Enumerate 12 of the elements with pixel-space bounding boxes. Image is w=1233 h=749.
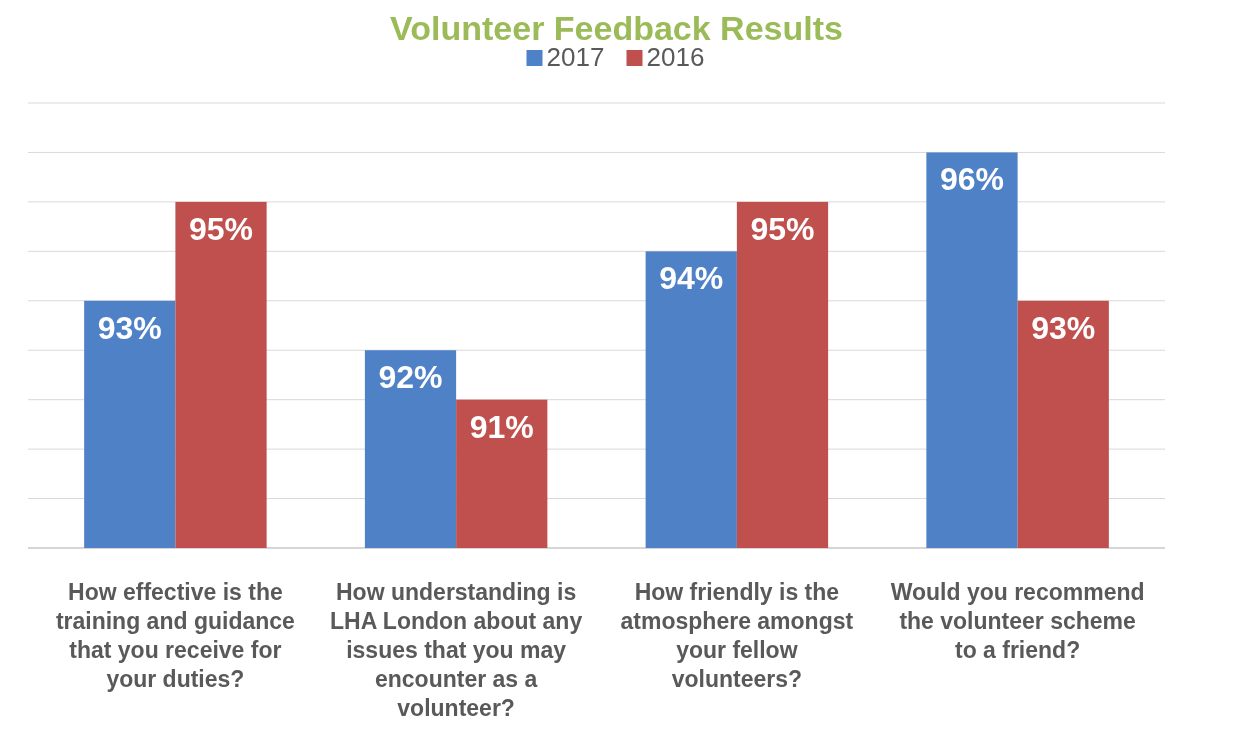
- data-label: 96%: [939, 161, 1005, 198]
- x-tick-label: How understanding is LHA London about any issues that you may encounter as a volunteer?: [330, 579, 583, 721]
- data-label: 91%: [469, 408, 534, 445]
- data-label: 94%: [659, 260, 724, 297]
- x-tick-label: How friendly is the atmosphere amongst your fellow volunteers?: [620, 579, 854, 692]
- x-tick-label: Would you recommend the volunteer scheme to a friend?: [890, 579, 1145, 663]
- data-label: 93%: [1031, 309, 1096, 346]
- x-tick-label: How effective is the training and guidance that you receive for your duties?: [55, 579, 295, 692]
- data-label: 95%: [750, 210, 815, 247]
- data-label: 92%: [378, 359, 443, 396]
- data-label: 93%: [97, 309, 162, 346]
- data-label: 95%: [188, 210, 254, 247]
